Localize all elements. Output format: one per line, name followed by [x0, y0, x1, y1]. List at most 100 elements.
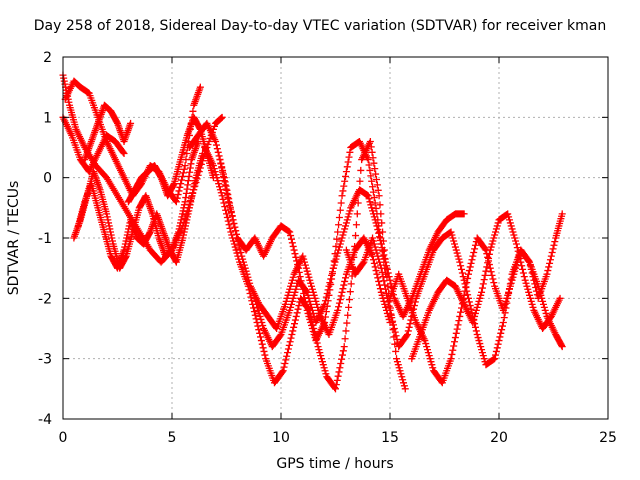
data-point: [490, 279, 498, 287]
data-point: [284, 345, 292, 353]
data-point: [324, 286, 332, 294]
data-point: [213, 145, 221, 153]
data-point: [302, 302, 310, 310]
data-point: [290, 246, 298, 254]
data-point: [301, 261, 309, 269]
data-point: [457, 308, 465, 316]
data-point: [541, 306, 549, 314]
data-point: [526, 294, 534, 302]
data-point: [544, 267, 552, 275]
data-point: [246, 290, 254, 298]
data-point: [178, 172, 186, 180]
data-point: [251, 311, 259, 319]
data-point: [107, 228, 115, 236]
y-tick-label: -4: [38, 412, 52, 428]
data-point: [387, 310, 395, 318]
data-point: [285, 341, 293, 349]
data-point: [471, 323, 479, 331]
data-point: [173, 194, 181, 202]
data-point: [284, 349, 292, 357]
data-point: [545, 263, 553, 271]
data-point: [229, 216, 237, 224]
data-point: [183, 150, 191, 158]
data-point: [186, 164, 194, 172]
data-point: [288, 239, 296, 247]
data-point: [181, 225, 189, 233]
data-point: [369, 207, 377, 215]
data-point: [481, 245, 489, 253]
data-point: [371, 243, 379, 251]
data-point: [345, 303, 353, 311]
data-point: [495, 337, 503, 345]
data-point: [344, 158, 352, 166]
data-point: [391, 328, 399, 336]
data-point: [122, 237, 130, 245]
data-point: [372, 246, 380, 254]
data-point: [527, 297, 535, 305]
data-point: [500, 314, 508, 322]
data-point: [478, 284, 486, 292]
data-point: [371, 216, 379, 224]
data-point: [339, 347, 347, 355]
data-point: [215, 180, 223, 188]
data-point: [469, 252, 477, 260]
data-point: [424, 349, 432, 357]
data-point: [343, 216, 351, 224]
data-point: [367, 143, 375, 151]
data-point: [477, 291, 485, 299]
data-point: [508, 276, 516, 284]
data-point: [292, 253, 300, 261]
data-point: [234, 252, 242, 260]
data-point: [299, 252, 307, 260]
data-point: [352, 232, 360, 240]
data-point: [60, 77, 68, 85]
data-point: [341, 225, 349, 233]
data-point: [232, 246, 240, 254]
data-point: [491, 231, 499, 239]
data-point: [480, 276, 488, 284]
data-point: [422, 340, 430, 348]
data-point: [500, 303, 508, 311]
data-point: [226, 201, 234, 209]
data-point: [367, 201, 375, 209]
data-point: [245, 286, 253, 294]
data-point: [329, 264, 337, 272]
data-point: [519, 265, 527, 273]
data-point: [287, 303, 295, 311]
y-tick-label: 2: [43, 50, 52, 66]
data-point: [367, 172, 375, 180]
data-point: [384, 298, 392, 306]
data-point: [211, 122, 219, 130]
data-point: [390, 325, 398, 332]
data-point: [487, 243, 495, 251]
data-point: [231, 243, 239, 251]
data-point: [508, 225, 516, 233]
data-point: [465, 267, 473, 275]
data-point: [549, 245, 557, 253]
data-point: [524, 285, 532, 293]
data-point: [451, 338, 459, 346]
data-point: [303, 267, 311, 275]
data-point: [294, 305, 302, 313]
data-point: [309, 309, 317, 317]
data-point: [457, 262, 465, 270]
data-point: [370, 213, 378, 221]
data-point: [337, 199, 345, 207]
data-point: [295, 302, 303, 310]
axis-layer: 0 5 10 15 20 25 -4 -3 -2 -1 0 1 2: [38, 50, 617, 446]
data-point: [314, 343, 322, 351]
data-point: [405, 323, 413, 331]
data-point: [334, 372, 342, 380]
data-point: [470, 248, 478, 256]
data-point: [105, 219, 113, 227]
data-point: [295, 268, 303, 276]
data-point: [187, 198, 195, 206]
data-point: [505, 216, 513, 224]
data-point: [372, 219, 380, 227]
data-point: [456, 258, 464, 266]
data-point: [332, 385, 339, 393]
data-point: [501, 300, 509, 308]
data-point: [280, 363, 288, 371]
data-point: [286, 228, 294, 236]
data-point: [450, 342, 458, 350]
